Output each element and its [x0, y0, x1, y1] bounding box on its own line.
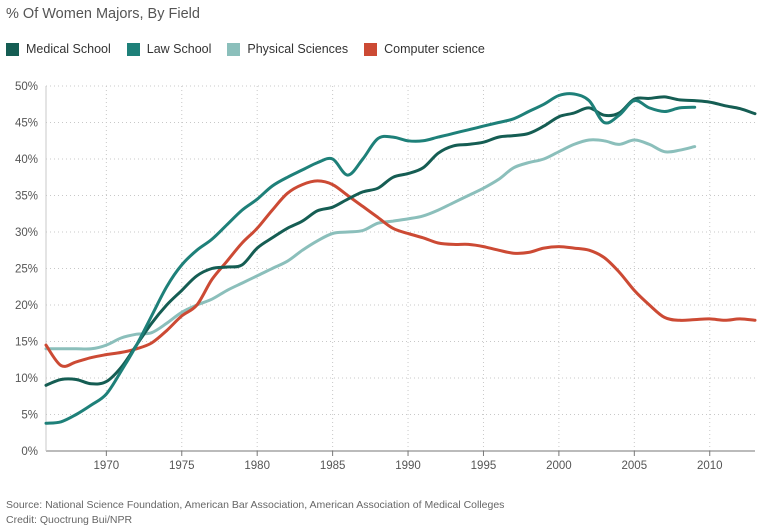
- y-tick-label: 20%: [15, 300, 38, 312]
- x-tick-label: 2000: [546, 460, 572, 472]
- credit-note: Credit: Quoctrung Bui/NPR: [6, 513, 504, 527]
- series-line-physical-sciences: [46, 140, 695, 349]
- y-tick-label: 30%: [15, 227, 38, 239]
- y-tick-label: 40%: [15, 154, 38, 166]
- x-tick-label: 1985: [320, 460, 346, 472]
- y-tick-label: 5%: [21, 410, 38, 422]
- y-tick-label: 50%: [15, 81, 38, 93]
- grid: [46, 86, 755, 451]
- x-tick-label: 2005: [622, 460, 648, 472]
- source-note: Source: National Science Foundation, Ame…: [6, 498, 504, 513]
- x-tick-label: 1995: [471, 460, 497, 472]
- footer: Source: National Science Foundation, Ame…: [6, 498, 504, 527]
- axes: 0% 5% 10% 15% 20% 25% 30% 35% 40% 45% 50% 1970 1975 1…: [15, 81, 755, 472]
- y-tick-label: 10%: [15, 373, 38, 385]
- series-lines: [46, 94, 755, 424]
- x-tick-label: 1980: [244, 460, 270, 472]
- y-tick-label: 0%: [21, 446, 38, 458]
- x-tick-label: 1975: [169, 460, 195, 472]
- series-line-computer-science: [46, 181, 755, 367]
- x-tick-label: 1970: [94, 460, 120, 472]
- y-tick-label: 15%: [15, 337, 38, 349]
- x-tick-label: 2010: [697, 460, 723, 472]
- y-tick-label: 45%: [15, 118, 38, 130]
- y-tick-label: 35%: [15, 191, 38, 203]
- x-tick-label: 1990: [395, 460, 421, 472]
- y-tick-label: 25%: [15, 264, 38, 276]
- series-line-law-school: [46, 94, 695, 424]
